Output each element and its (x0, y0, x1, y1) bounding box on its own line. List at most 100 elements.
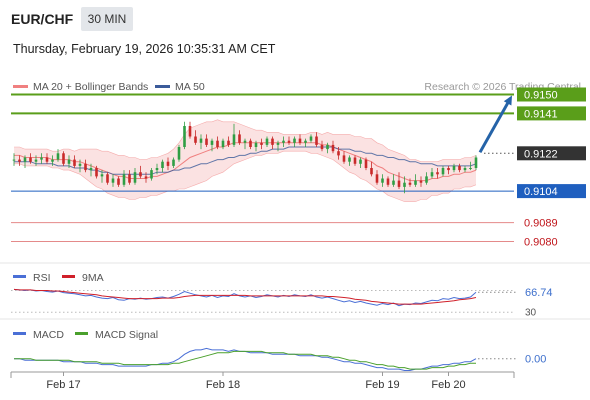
macd-signal-legend-label: MACD Signal (95, 329, 158, 341)
candle-body (287, 140, 291, 143)
candle-body (161, 161, 164, 168)
candle-body (381, 178, 384, 183)
candle-body (320, 144, 324, 150)
candle-body (128, 174, 131, 183)
time-tick-label: Feb 18 (206, 379, 240, 391)
candle-body (364, 159, 368, 168)
level-label: 0.9122 (524, 148, 558, 160)
candle-body (122, 174, 126, 185)
time-tick-label: Feb 20 (431, 379, 465, 391)
candle-body (73, 159, 76, 166)
candle-body (155, 168, 159, 171)
candle-body (265, 138, 269, 145)
level-label: 0.9080 (524, 237, 558, 249)
rsi-level-label: 30 (525, 307, 537, 318)
candle-body (205, 138, 208, 145)
macd-signal-legend-swatch (75, 332, 88, 335)
candle-body (62, 153, 65, 164)
candle-body (150, 170, 153, 179)
candle-body (436, 172, 439, 175)
candle-body (100, 174, 104, 177)
candle-body (221, 140, 225, 147)
candle-body (282, 140, 285, 143)
candle-body (56, 153, 60, 160)
bollinger-legend-label: MA 20 + Bollinger Bands (33, 81, 148, 93)
candle-body (12, 159, 16, 161)
candle-body (18, 159, 21, 162)
candle-body (188, 126, 192, 137)
candle-body (238, 134, 241, 143)
ma50-legend-swatch (155, 85, 170, 88)
candle-body (447, 168, 450, 171)
candle-body (315, 136, 318, 145)
rsi-ma-legend-label: 9MA (82, 272, 104, 284)
candle-body (89, 168, 93, 171)
level-label: 0.9089 (524, 218, 558, 230)
price-panel: 0.9150 0.9141 0.9122 0.9104 0.9089 0.9080 (11, 87, 586, 249)
level-tag (517, 87, 586, 102)
candle-body (386, 178, 390, 185)
ma50-legend-label: MA 50 (175, 81, 205, 93)
level-tag (517, 106, 586, 121)
candle-body (194, 136, 197, 143)
candle-body (117, 178, 120, 185)
candle-body (254, 142, 258, 147)
candle-body (425, 176, 428, 183)
candle-body (106, 174, 109, 183)
macd-legend-label: MACD (33, 329, 64, 341)
candle-body (23, 157, 27, 162)
timestamp: Thursday, February 19, 2026 10:35:31 AM … (13, 42, 276, 56)
level-tag (517, 146, 586, 161)
candle-body (276, 142, 280, 145)
candle-body (375, 174, 379, 183)
candle-body (139, 172, 142, 177)
candle-body (67, 159, 71, 164)
rsi-ma-legend-swatch (62, 275, 75, 278)
candle-body (430, 172, 434, 177)
candle-body (51, 159, 54, 162)
bollinger-legend-swatch (13, 85, 28, 88)
symbol-title: EUR/CHF (11, 11, 74, 27)
candle-body (331, 144, 335, 152)
level-label: 0.9104 (524, 186, 558, 198)
candle-body (408, 182, 412, 185)
rsi_ma-line (13, 288, 477, 305)
time-tick-label: Feb 17 (46, 379, 80, 391)
level-label: 0.9141 (524, 108, 558, 120)
macd-value-label: 0.00 (525, 354, 546, 366)
timeframe-label: 30 MIN (88, 12, 127, 26)
candle-body (210, 140, 214, 145)
bollinger-upper-line (14, 119, 477, 162)
candle-body (419, 180, 423, 183)
candle-body (216, 140, 219, 147)
candle-body (309, 136, 313, 141)
candle-body (133, 172, 137, 183)
candle-body (45, 157, 49, 162)
candle-body (474, 157, 478, 168)
macd-panel: 0.00 (14, 347, 546, 371)
projection-arrow-shaft (478, 101, 510, 154)
candle-body (326, 144, 329, 150)
candle-body (232, 134, 236, 145)
timeframe-badge[interactable] (81, 7, 133, 31)
candle-body (392, 180, 395, 185)
level-tag (517, 184, 586, 199)
rsi-legend-swatch (13, 275, 26, 278)
candle-body (441, 168, 445, 175)
candle-body (144, 176, 148, 179)
candle-body (95, 168, 98, 177)
candle-body (370, 168, 373, 175)
candle-body (260, 142, 263, 145)
candle-body (177, 147, 181, 160)
candle-body (40, 157, 43, 160)
candle-body (463, 168, 467, 171)
candle-body (414, 180, 417, 185)
bollinger-lower-line (14, 150, 477, 202)
time-tick-label: Feb 19 (365, 379, 399, 391)
candle-body (227, 140, 230, 145)
candle-body (34, 159, 38, 162)
candle-body (458, 165, 461, 171)
candle-body (359, 159, 362, 164)
candle-body (348, 157, 351, 162)
